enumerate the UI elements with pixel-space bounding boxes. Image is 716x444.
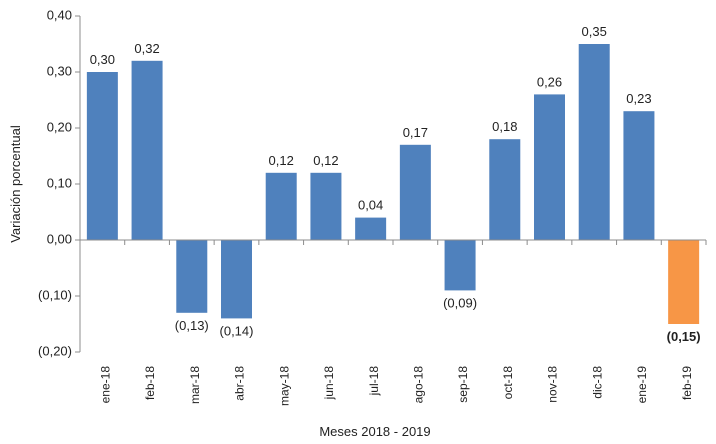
x-tick-labels: ene-18 feb-18 mar-18 abr-18 may-18 jun-18 jul-… [99, 366, 694, 406]
y-axis: 0,40 0,30 0,20 0,10 0,00 (0,10) (0,20) [38, 7, 81, 358]
bar-jun-18 [310, 172, 342, 240]
x-tick-label: feb-19 [680, 366, 694, 400]
y-axis-title: Variación porcentual [8, 125, 23, 243]
x-tick-label: sep-18 [456, 366, 470, 403]
data-label-sep-18: (0,09) [443, 295, 477, 310]
data-label-ene-19: 0,23 [626, 91, 651, 106]
data-label-nov-18: 0,26 [537, 74, 562, 89]
x-axis [79, 239, 707, 245]
bar-mar-18 [176, 240, 208, 313]
y-tick-label: 0,10 [47, 175, 72, 190]
data-label-jun-18: 0,12 [313, 153, 338, 168]
x-tick-label: may-18 [277, 366, 291, 406]
data-label-oct-18: 0,18 [492, 119, 517, 134]
data-label-abr-18: (0,14) [220, 323, 254, 338]
bar-oct-18 [489, 139, 521, 240]
data-labels: 0,30 0,32 (0,13) (0,14) 0,12 0,12 0,04 0,17 (0,0… [90, 24, 701, 344]
data-label-feb-19: (0,15) [667, 329, 701, 344]
x-tick-label: feb-18 [143, 366, 157, 400]
y-tick-label: 0,00 [47, 231, 72, 246]
bar-jul-18 [355, 217, 387, 240]
data-label-jul-18: 0,04 [358, 198, 383, 213]
x-tick-label: oct-18 [501, 366, 515, 400]
x-axis-title: Meses 2018 - 2019 [319, 424, 430, 439]
bar-nov-18 [534, 94, 565, 241]
x-tick-label: abr-18 [233, 366, 247, 401]
bar-abr-18 [221, 240, 252, 319]
bar-may-18 [265, 172, 297, 240]
data-label-mar-18: (0,13) [175, 318, 209, 333]
x-tick-label: mar-18 [188, 366, 202, 404]
bar-dic-18 [578, 44, 610, 240]
x-tick-label: dic-18 [590, 366, 604, 399]
y-tick-label: 0,30 [47, 63, 72, 78]
bar-sep-18 [444, 240, 476, 291]
y-tick-label: (0,10) [38, 287, 72, 302]
x-tick-label: jun-18 [322, 366, 336, 401]
bars [86, 44, 700, 324]
bar-ene-19 [623, 111, 655, 240]
y-tick-label: (0,20) [38, 343, 72, 358]
x-tick-label: ago-18 [412, 366, 426, 404]
x-tick-label: jul-18 [367, 366, 381, 397]
data-label-feb-18: 0,32 [134, 41, 159, 56]
data-label-ago-18: 0,17 [403, 125, 428, 140]
bar-ene-18 [86, 72, 118, 240]
x-tick-label: ene-18 [99, 366, 113, 404]
x-tick-label: nov-18 [546, 366, 560, 403]
y-tick-label: 0,20 [47, 119, 72, 134]
data-label-dic-18: 0,35 [582, 24, 607, 39]
data-label-ene-18: 0,30 [90, 52, 115, 67]
x-tick-label: ene-19 [635, 366, 649, 404]
y-tick-label: 0,40 [47, 7, 72, 22]
bar-ago-18 [399, 144, 431, 240]
data-label-may-18: 0,12 [269, 153, 294, 168]
bar-feb-18 [131, 60, 163, 240]
bar-feb-19 [668, 240, 700, 324]
